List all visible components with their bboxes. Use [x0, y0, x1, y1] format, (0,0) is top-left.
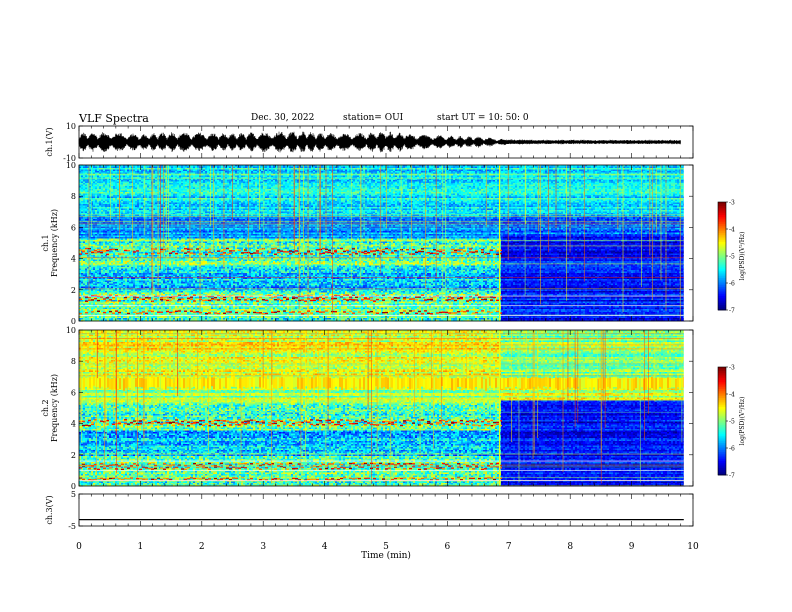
ytick-label-spectrogram-ch1: 10: [66, 161, 76, 170]
colorbar-spectrogram-ch2: -3 -4 -5 -6 -7 log(PSD)(V²/Hz): [718, 365, 746, 480]
ylabel-spectrogram-ch1: ch.1: [41, 234, 50, 251]
colorbar-tick-label: -6: [729, 281, 735, 288]
ylabel-waveform-ch3: ch.3(V): [45, 495, 54, 524]
colorbar-spectrogram-ch1: -3 -4 -5 -6 -7 log(PSD)(V²/Hz): [718, 200, 746, 315]
ytick-label-spectrogram-ch1: 0: [71, 317, 76, 326]
ytick-label-waveform-ch3: -5: [68, 522, 76, 531]
ytick-label-spectrogram-ch2: 2: [71, 451, 76, 460]
xtick-label: 7: [506, 542, 512, 552]
ytick-label-spectrogram-ch1: 2: [71, 286, 76, 295]
xtick-label: 0: [76, 542, 82, 552]
x-axis-label: Time (min): [361, 550, 411, 561]
figure-title: VLF Spectra: [79, 112, 149, 125]
ytick-label-spectrogram-ch2: 6: [71, 388, 76, 397]
axes-waveform-ch3: 5 -5 ch.3(V): [45, 490, 693, 531]
colorbar-tick-label: -4: [729, 392, 735, 399]
colorbar-tick-label: -4: [729, 227, 735, 234]
xtick-label: 2: [199, 542, 205, 552]
xtick-label: 3: [260, 542, 266, 552]
colorbar-tick-label: -3: [729, 365, 735, 372]
ytick-label-spectrogram-ch2: 8: [71, 357, 76, 366]
xtick-label: 1: [138, 542, 144, 552]
ylabel-freq-spectrogram-ch1: Frequency (kHz): [50, 209, 59, 277]
colorbar-tick-label: -3: [729, 200, 735, 207]
ytick-label-waveform-ch3: 5: [71, 490, 76, 499]
station-label: station= OUI: [343, 113, 403, 123]
ytick-label-spectrogram-ch1: 8: [71, 192, 76, 201]
colorbar-tick-label: -7: [729, 473, 735, 480]
start-time-label: start UT = 10: 50: 0: [437, 113, 529, 123]
xtick-label: 6: [445, 542, 451, 552]
ytick-label-spectrogram-ch2: 4: [71, 420, 76, 429]
ytick-label-spectrogram-ch1: 6: [71, 223, 76, 232]
colorbar-tick-label: -5: [729, 254, 735, 261]
spectrogram-ch2-panel: [79, 330, 693, 486]
xtick-label: 9: [629, 542, 635, 552]
colorbar-label: log(PSD)(V²/Hz): [739, 397, 746, 446]
xtick-label: 4: [322, 542, 328, 552]
date-label: Dec. 30, 2022: [251, 113, 314, 123]
ytick-label-waveform-ch1: 10: [66, 122, 76, 131]
waveform-ch1-panel: [79, 132, 681, 153]
colorbar-tick-label: -6: [729, 446, 735, 453]
colorbar-label: log(PSD)(V²/Hz): [739, 232, 746, 281]
ytick-label-spectrogram-ch1: 4: [71, 255, 76, 264]
waveform-ch1-trace: [79, 132, 681, 153]
ylabel-waveform-ch1: ch.1(V): [45, 127, 54, 156]
xtick-label: 8: [567, 542, 573, 552]
xtick-label: 10: [687, 542, 699, 552]
ylabel-spectrogram-ch2: ch.2: [41, 399, 50, 416]
ylabel-freq-spectrogram-ch2: Frequency (kHz): [50, 374, 59, 442]
spectrogram-ch1-panel: [79, 165, 693, 321]
colorbar-tick-label: -5: [729, 419, 735, 426]
ytick-label-spectrogram-ch2: 10: [66, 326, 76, 335]
colorbar-tick-label: -7: [729, 308, 735, 315]
